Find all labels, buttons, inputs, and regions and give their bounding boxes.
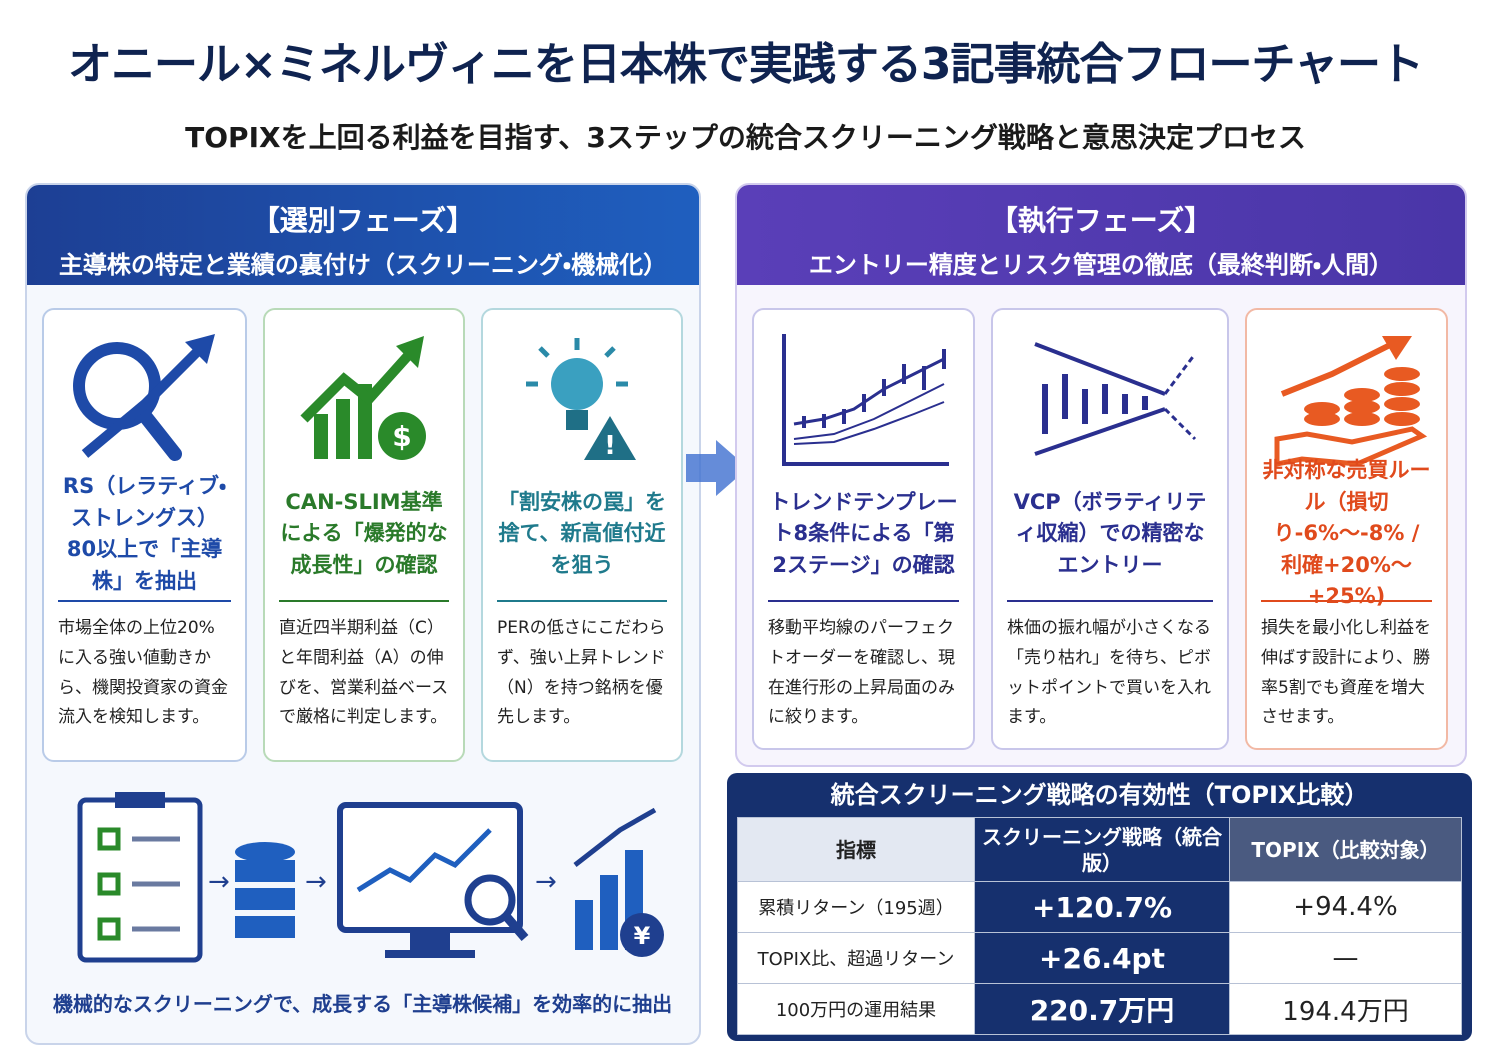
process-illustration: → → → ¥ <box>77 792 664 963</box>
table-cell: +94.4% <box>1229 881 1462 933</box>
step-card: トレンドテンプレート8条件による「第2ステージ」の確認 移動平均線のパーフェクト… <box>752 308 975 750</box>
svg-text:→: → <box>305 867 327 897</box>
step-card: $ CAN-SLIM基準による「爆発的な成長性」の確認 直近四半期利益（C）と年… <box>263 308 465 762</box>
card-body: 損失を最小化し利益を伸ばす設計により、勝率5割でも資産を増大させます。 <box>1261 618 1431 728</box>
table-cell: TOPIX比、超過リターン <box>737 932 975 984</box>
card-body: 株価の振れ幅が小さくなる「売り枯れ」を待ち、ピボットポイントで買いを入れます。 <box>1007 618 1211 728</box>
step-card: VCP（ボラティリティ収縮）での精密なエントリー 株価の振れ幅が小さくなる「売り… <box>991 308 1229 750</box>
icon <box>1034 342 1197 456</box>
flow-arrow <box>686 440 748 496</box>
panel-heading: 【執行フェーズ】 <box>989 204 1213 237</box>
card-title: RS（レラティブ・ストレングス）80以上で「主導株」を抽出 <box>58 474 231 602</box>
table-cell: 100万円の運用結果 <box>737 983 975 1035</box>
step-card: ! 「割安株の罠」を捨て、新高値付近を狙う PERの低さにこだわらず、強い上昇ト… <box>481 308 683 762</box>
card-title: 非対称な売買ルール（損切り-6%〜-8% / 利確+20%〜+25%) <box>1261 458 1432 609</box>
table-cell: — <box>1229 932 1462 984</box>
comparison-table: 統合スクリーニング戦略の有効性（TOPIX比較） 指標 スクリーニング戦略（統合… <box>727 773 1472 1041</box>
card-title: CAN-SLIM基準による「爆発的な成長性」の確認 <box>279 474 449 602</box>
card-body: PERの低さにこだわらず、強い上昇トレンド（N）を持つ銘柄を優先します。 <box>497 618 666 728</box>
column-header: 指標 <box>737 817 975 882</box>
icon: $ <box>300 336 426 460</box>
panel-header: 【選別フェーズ】 主導株の特定と業績の裏付け（スクリーニング・機械化） <box>27 185 699 285</box>
svg-text:!: ! <box>604 431 616 461</box>
card-title: 「割安株の罠」を捨て、新高値付近を狙う <box>497 474 667 602</box>
caption: 機械的なスクリーニングで、成長する「主導株候補」を効率的に抽出 <box>52 992 673 1016</box>
table-row: 累積リターン（195週） +120.7% +94.4% <box>737 881 1462 933</box>
table: 指標 スクリーニング戦略（統合版） TOPIX（比較対象） 累積リターン（195… <box>737 817 1462 1035</box>
icon <box>781 334 949 466</box>
icon <box>72 334 215 461</box>
icon: ! <box>526 338 636 461</box>
table-cell: +26.4pt <box>974 932 1230 984</box>
panel-header: 【執行フェーズ】 エントリー精度とリスク管理の徹底（最終判断・人間） <box>737 185 1465 285</box>
table-title: 統合スクリーニング戦略の有効性（TOPIX比較） <box>830 781 1369 809</box>
table-cell: 累積リターン（195週） <box>737 881 975 933</box>
card-body: 移動平均線のパーフェクトオーダーを確認し、現在進行形の上昇局面のみに絞ります。 <box>768 618 955 728</box>
panel-subheading: エントリー精度とリスク管理の徹底（最終判断・人間） <box>808 251 1394 279</box>
panel-subheading: 主導株の特定と業績の裏付け（スクリーニング・機械化） <box>58 251 668 279</box>
svg-text:→: → <box>535 867 557 897</box>
step-card: 非対称な売買ルール（損切り-6%〜-8% / 利確+20%〜+25%) 損失を最… <box>1245 308 1448 750</box>
title: オニール×ミネルヴィニを日本株で実践する3記事統合フローチャート <box>67 39 1424 90</box>
table-body: 累積リターン（195週） +120.7% +94.4% TOPIX比、超過リターン +2… <box>737 881 1462 1035</box>
card-body: 直近四半期利益（C）と年間利益（A）の伸びを、営業利益ベースで厳格に判定します。 <box>279 618 449 728</box>
card-body: 市場全体の上位20%に入る強い値動きから、機関投資家の資金流入を検知します。 <box>58 618 228 728</box>
panel-heading: 【選別フェーズ】 <box>251 204 475 237</box>
svg-text:$: $ <box>392 420 411 453</box>
svg-text:¥: ¥ <box>634 922 651 950</box>
svg-text:→: → <box>208 867 230 897</box>
card-title: VCP（ボラティリティ収縮）での精密なエントリー <box>1007 474 1213 602</box>
table-cell: 194.4万円 <box>1229 983 1462 1035</box>
step-card: RS（レラティブ・ストレングス）80以上で「主導株」を抽出 市場全体の上位20%… <box>42 308 247 762</box>
table-row: 100万円の運用結果 220.7万円 194.4万円 <box>737 983 1462 1035</box>
card-title: トレンドテンプレート8条件による「第2ステージ」の確認 <box>768 474 959 602</box>
icon <box>1274 336 1427 468</box>
column-header: TOPIX（比較対象） <box>1229 817 1462 882</box>
table-cell: +120.7% <box>974 881 1230 933</box>
column-header: スクリーニング戦略（統合版） <box>974 817 1230 882</box>
table-cell: 220.7万円 <box>974 983 1230 1035</box>
subtitle: TOPIXを上回る利益を目指す、3ステップの統合スクリーニング戦略と意思決定プロ… <box>185 121 1306 154</box>
table-row: TOPIX比、超過リターン +26.4pt — <box>737 932 1462 984</box>
